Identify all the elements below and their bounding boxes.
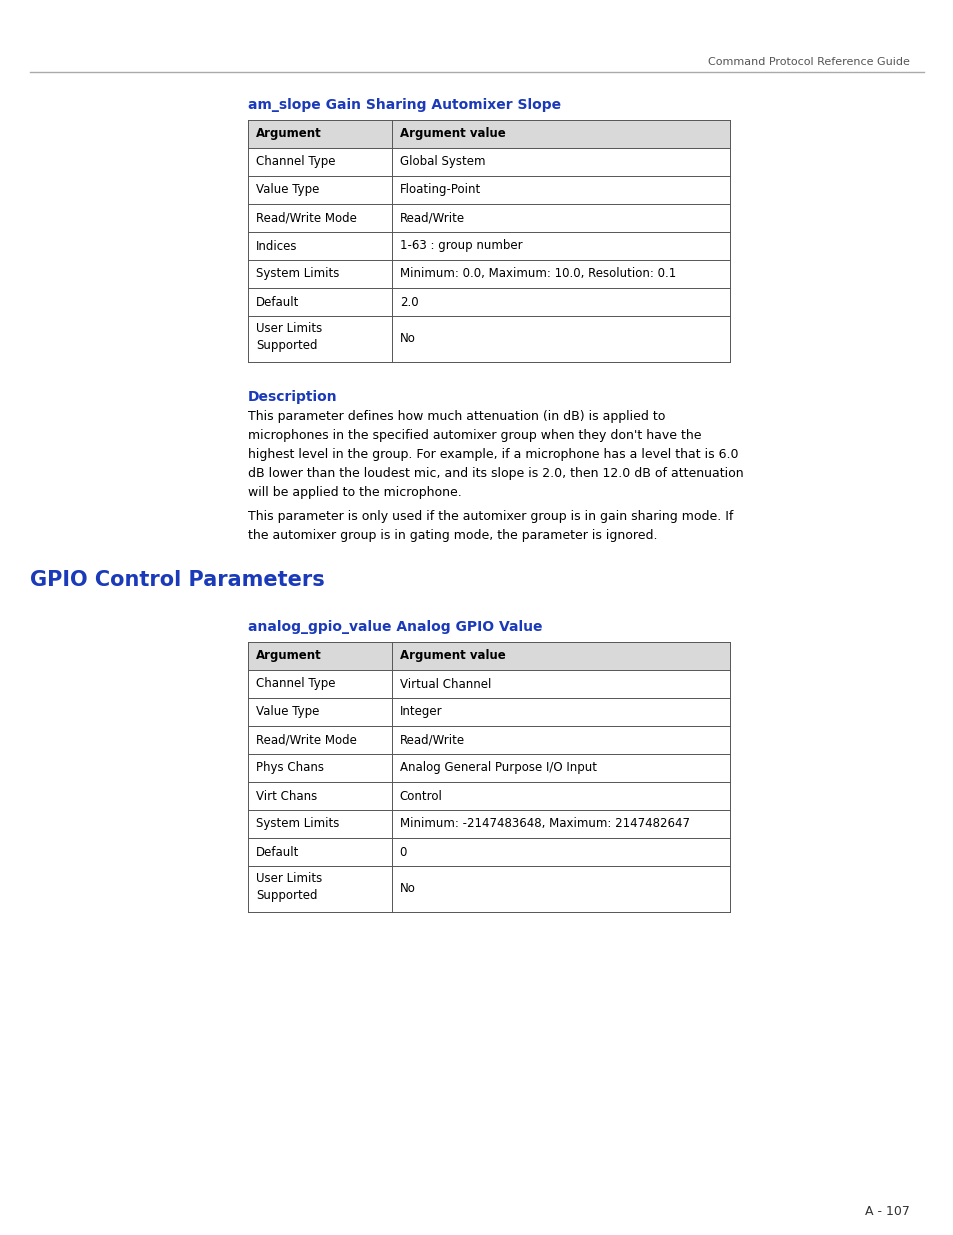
Text: This parameter defines how much attenuation (in dB) is applied to
microphones in: This parameter defines how much attenuat… bbox=[248, 410, 742, 499]
Text: Minimum: -2147483648, Maximum: 2147482647: Minimum: -2147483648, Maximum: 214748264… bbox=[399, 818, 689, 830]
Text: Value Type: Value Type bbox=[255, 184, 319, 196]
Bar bbox=[248, 782, 729, 810]
Bar bbox=[248, 866, 729, 911]
Text: Phys Chans: Phys Chans bbox=[255, 762, 324, 774]
Text: am_slope Gain Sharing Automixer Slope: am_slope Gain Sharing Automixer Slope bbox=[248, 98, 560, 112]
Text: Argument: Argument bbox=[255, 127, 321, 141]
Text: Channel Type: Channel Type bbox=[255, 156, 335, 168]
Text: GPIO Control Parameters: GPIO Control Parameters bbox=[30, 571, 324, 590]
Text: 1-63 : group number: 1-63 : group number bbox=[399, 240, 521, 252]
Text: Supported: Supported bbox=[255, 889, 317, 903]
Text: System Limits: System Limits bbox=[255, 268, 339, 280]
Text: analog_gpio_value Analog GPIO Value: analog_gpio_value Analog GPIO Value bbox=[248, 620, 542, 634]
Text: User Limits: User Limits bbox=[255, 322, 322, 336]
Bar bbox=[248, 642, 729, 671]
Text: Read/Write: Read/Write bbox=[399, 734, 464, 746]
Bar bbox=[248, 755, 729, 782]
Text: Channel Type: Channel Type bbox=[255, 678, 335, 690]
Text: Virtual Channel: Virtual Channel bbox=[399, 678, 491, 690]
Bar bbox=[248, 726, 729, 755]
Bar bbox=[248, 120, 729, 148]
Text: System Limits: System Limits bbox=[255, 818, 339, 830]
Bar bbox=[248, 177, 729, 204]
Bar bbox=[248, 810, 729, 839]
Text: Command Protocol Reference Guide: Command Protocol Reference Guide bbox=[707, 57, 909, 67]
Bar bbox=[248, 698, 729, 726]
Bar bbox=[248, 148, 729, 177]
Bar bbox=[248, 288, 729, 316]
Text: Default: Default bbox=[255, 846, 299, 858]
Text: User Limits: User Limits bbox=[255, 872, 322, 885]
Bar bbox=[248, 839, 729, 866]
Bar bbox=[248, 316, 729, 362]
Text: Read/Write: Read/Write bbox=[399, 211, 464, 225]
Text: Control: Control bbox=[399, 789, 442, 803]
Bar bbox=[248, 261, 729, 288]
Text: Argument value: Argument value bbox=[399, 650, 505, 662]
Bar bbox=[248, 671, 729, 698]
Bar bbox=[248, 204, 729, 232]
Text: Argument: Argument bbox=[255, 650, 321, 662]
Text: Read/Write Mode: Read/Write Mode bbox=[255, 734, 356, 746]
Text: 2.0: 2.0 bbox=[399, 295, 417, 309]
Text: Global System: Global System bbox=[399, 156, 485, 168]
Text: 0: 0 bbox=[399, 846, 407, 858]
Text: No: No bbox=[399, 883, 416, 895]
Text: Supported: Supported bbox=[255, 340, 317, 352]
Text: No: No bbox=[399, 332, 416, 346]
Text: Minimum: 0.0, Maximum: 10.0, Resolution: 0.1: Minimum: 0.0, Maximum: 10.0, Resolution:… bbox=[399, 268, 675, 280]
Text: Description: Description bbox=[248, 390, 337, 404]
Text: Argument value: Argument value bbox=[399, 127, 505, 141]
Text: Read/Write Mode: Read/Write Mode bbox=[255, 211, 356, 225]
Text: Analog General Purpose I/O Input: Analog General Purpose I/O Input bbox=[399, 762, 596, 774]
Bar bbox=[248, 232, 729, 261]
Text: Default: Default bbox=[255, 295, 299, 309]
Text: Indices: Indices bbox=[255, 240, 297, 252]
Text: Floating-Point: Floating-Point bbox=[399, 184, 480, 196]
Text: This parameter is only used if the automixer group is in gain sharing mode. If
t: This parameter is only used if the autom… bbox=[248, 510, 733, 542]
Text: A - 107: A - 107 bbox=[864, 1205, 909, 1218]
Text: Integer: Integer bbox=[399, 705, 442, 719]
Text: Virt Chans: Virt Chans bbox=[255, 789, 317, 803]
Text: Value Type: Value Type bbox=[255, 705, 319, 719]
